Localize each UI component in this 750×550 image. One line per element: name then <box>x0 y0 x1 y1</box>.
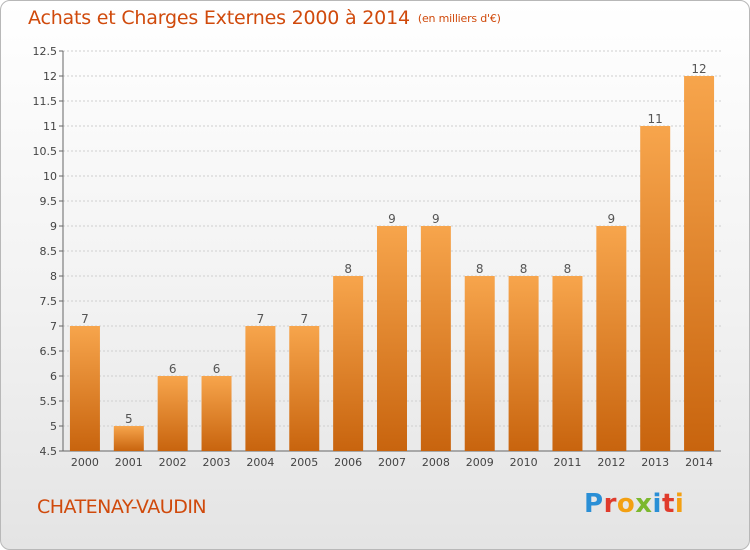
y-tick-label: 10 <box>43 170 57 183</box>
proxiti-logo: Proxiti <box>584 489 684 519</box>
data-label: 8 <box>564 262 572 276</box>
bar <box>552 276 583 451</box>
y-tick-label: 7 <box>50 320 57 333</box>
y-tick-label: 6 <box>50 370 57 383</box>
y-tick-label: 4.5 <box>40 445 58 458</box>
y-tick-label: 5 <box>50 420 57 433</box>
bar <box>289 326 320 451</box>
data-label: 7 <box>257 312 265 326</box>
y-tick-label: 12 <box>43 70 57 83</box>
bar <box>508 276 539 451</box>
bar <box>113 426 144 451</box>
y-tick-label: 11.5 <box>33 95 58 108</box>
x-tick-label: 2006 <box>334 456 362 469</box>
logo-letter: i <box>674 489 685 519</box>
title-text: Achats et Charges Externes 2000 à 2014 <box>28 7 410 29</box>
data-label: 11 <box>648 112 663 126</box>
y-tick-label: 10.5 <box>33 145 58 158</box>
data-labels: 7 5 6 6 7 7 8 9 9 8 8 8 9 11 12 <box>81 62 707 426</box>
bars <box>69 76 715 451</box>
bar <box>157 376 188 451</box>
bar <box>377 226 407 451</box>
data-label: 9 <box>608 212 616 226</box>
x-tick-label: 2004 <box>246 456 274 469</box>
x-tick-label: 2007 <box>378 456 406 469</box>
city-name: CHATENAY-VAUDIN <box>37 496 207 518</box>
x-tick-label: 2012 <box>597 456 625 469</box>
bar <box>333 276 364 451</box>
logo-letter: x <box>635 489 653 519</box>
bar <box>201 376 232 451</box>
x-tick-label: 2000 <box>71 456 99 469</box>
y-tick-label: 5.5 <box>40 395 58 408</box>
y-tick-label: 12.5 <box>33 45 58 58</box>
x-tick-label: 2005 <box>290 456 318 469</box>
y-tick-label: 8.5 <box>40 245 58 258</box>
logo-letter: i <box>652 489 662 519</box>
bar <box>640 126 671 451</box>
x-tick-label: 2002 <box>159 456 187 469</box>
x-tick-label: 2011 <box>553 456 581 469</box>
x-tick-label: 2001 <box>115 456 143 469</box>
y-tick-label: 11 <box>43 120 57 133</box>
x-tick-label: 2010 <box>510 456 538 469</box>
data-label: 8 <box>520 262 528 276</box>
bar <box>245 326 276 451</box>
bar <box>684 76 715 451</box>
logo-letter: P <box>584 489 604 519</box>
bar <box>420 226 451 451</box>
bar <box>596 226 627 451</box>
x-tick-label: 2014 <box>685 456 713 469</box>
data-label: 8 <box>476 262 484 276</box>
y-tick-label: 9.5 <box>40 195 58 208</box>
y-tick-label: 7.5 <box>40 295 58 308</box>
data-label: 7 <box>300 312 308 326</box>
x-tick-label: 2013 <box>641 456 669 469</box>
chart-title: Achats et Charges Externes 2000 à 2014 (e… <box>28 7 501 29</box>
data-label: 6 <box>169 362 177 376</box>
logo-letter: t <box>661 489 675 519</box>
data-label: 9 <box>432 212 440 226</box>
y-tick-label: 9 <box>50 220 57 233</box>
logo-letter: r <box>603 489 617 519</box>
x-tick-label: 2009 <box>466 456 494 469</box>
bar <box>464 276 495 451</box>
bar <box>69 326 100 451</box>
data-label: 9 <box>388 212 396 226</box>
title-unit: (en milliers d'€) <box>417 12 501 25</box>
data-label: 12 <box>691 62 706 76</box>
x-axis: 2000 2001 2002 2003 2004 2005 2006 2007 2008 2009… <box>71 456 713 469</box>
data-label: 8 <box>344 262 352 276</box>
y-tick-label: 6.5 <box>40 345 58 358</box>
x-tick-label: 2003 <box>203 456 231 469</box>
y-tick-label: 8 <box>50 270 57 283</box>
data-label: 5 <box>125 412 133 426</box>
data-label: 6 <box>213 362 221 376</box>
logo-letter: o <box>616 489 636 519</box>
x-tick-label: 2008 <box>422 456 450 469</box>
data-label: 7 <box>81 312 89 326</box>
